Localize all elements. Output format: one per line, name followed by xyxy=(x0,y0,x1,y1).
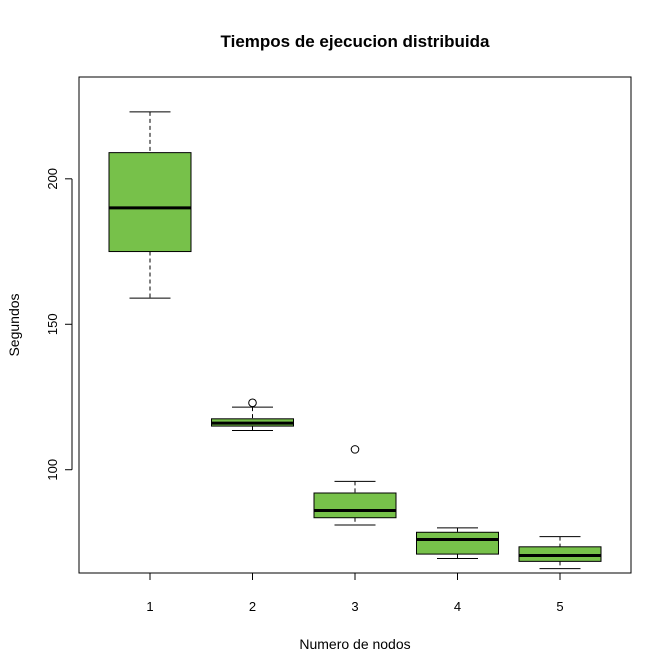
outlier-point xyxy=(248,398,257,408)
box-1 xyxy=(108,111,192,299)
x-axis: 1 2 3 4 5 xyxy=(146,572,564,614)
outlier-point xyxy=(350,445,360,454)
x-axis-label: Numero de nodos xyxy=(299,636,410,652)
x-tick-label: 5 xyxy=(556,599,563,614)
x-tick-label: 4 xyxy=(454,599,461,614)
box-body xyxy=(108,152,192,253)
x-tick-label: 3 xyxy=(351,599,358,614)
x-tick-label: 1 xyxy=(146,599,153,614)
box-5 xyxy=(518,536,602,570)
boxes-group xyxy=(108,111,602,570)
box-body xyxy=(313,492,397,519)
box-body xyxy=(416,531,499,555)
box-4 xyxy=(416,527,499,559)
y-tick-label: 200 xyxy=(45,168,60,190)
y-axis: 100 150 200 xyxy=(45,168,73,481)
box-2 xyxy=(211,398,294,431)
y-axis-label: Segundos xyxy=(6,293,22,356)
box-3 xyxy=(313,445,397,526)
chart-title: Tiempos de ejecucion distribuida xyxy=(221,32,490,51)
x-tick-label: 2 xyxy=(249,599,256,614)
y-tick-label: 150 xyxy=(45,313,60,335)
y-tick-label: 100 xyxy=(45,459,60,481)
